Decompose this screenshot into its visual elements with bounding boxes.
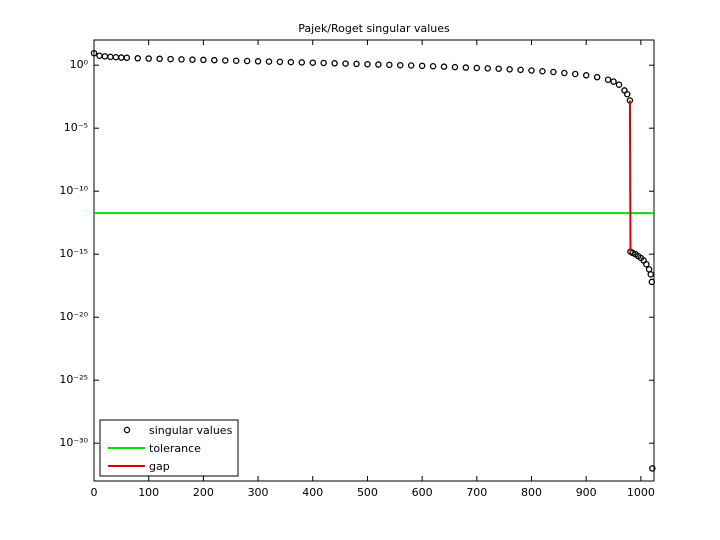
data-point bbox=[484, 65, 491, 72]
data-point bbox=[189, 56, 196, 63]
data-point bbox=[396, 61, 404, 69]
data-point bbox=[648, 278, 656, 286]
y-tick-label: 10⁻²⁰ bbox=[59, 310, 88, 323]
data-point bbox=[221, 57, 229, 64]
data-point bbox=[298, 59, 306, 66]
data-point bbox=[309, 59, 316, 66]
x-tick-label: 700 bbox=[466, 486, 487, 499]
legend-label: singular values bbox=[149, 424, 233, 437]
data-point bbox=[539, 68, 546, 75]
data-point bbox=[353, 60, 360, 68]
data-point bbox=[604, 76, 612, 83]
data-point bbox=[643, 260, 650, 268]
y-tick-label: 10⁻⁵ bbox=[64, 121, 88, 134]
y-tick-label: 10⁻¹⁵ bbox=[59, 247, 88, 260]
data-point bbox=[610, 78, 617, 85]
data-point bbox=[375, 61, 382, 68]
x-tick-label: 500 bbox=[357, 486, 378, 499]
y-tick-label: 10⁻¹⁰ bbox=[59, 184, 88, 197]
y-tick-label: 10⁻³⁰ bbox=[59, 436, 88, 449]
data-point bbox=[429, 63, 437, 70]
x-tick-label: 600 bbox=[412, 486, 433, 499]
data-point bbox=[287, 58, 295, 66]
data-point bbox=[211, 56, 218, 64]
data-point bbox=[265, 58, 273, 65]
plot-frame bbox=[93, 39, 655, 482]
data-point bbox=[90, 49, 98, 57]
data-point bbox=[364, 60, 371, 68]
data-point bbox=[232, 57, 240, 64]
y-tick-label: 10⁰ bbox=[70, 58, 89, 71]
x-tick-label: 900 bbox=[576, 486, 597, 499]
x-tick-label: 200 bbox=[193, 486, 214, 499]
data-point bbox=[506, 66, 513, 73]
data-point bbox=[254, 58, 262, 65]
data-point bbox=[386, 61, 393, 69]
data-point bbox=[440, 63, 448, 70]
data-point bbox=[495, 65, 502, 72]
data-point bbox=[167, 55, 174, 63]
data-point bbox=[473, 64, 481, 72]
data-point bbox=[331, 60, 338, 67]
legend-marker bbox=[123, 426, 131, 434]
data-point bbox=[243, 57, 251, 65]
data-point bbox=[615, 81, 623, 88]
data-point bbox=[276, 58, 284, 66]
data-point bbox=[320, 59, 327, 67]
data-point bbox=[649, 465, 656, 472]
x-tick-label: 400 bbox=[302, 486, 323, 499]
data-point bbox=[572, 70, 579, 78]
data-point bbox=[156, 55, 163, 63]
data-point bbox=[178, 56, 185, 63]
data-point bbox=[342, 60, 349, 67]
data-point bbox=[134, 55, 141, 62]
legend-label: gap bbox=[149, 460, 170, 473]
x-tick-label: 300 bbox=[248, 486, 269, 499]
data-point bbox=[593, 73, 601, 81]
data-point bbox=[145, 55, 152, 62]
legend-label: tolerance bbox=[149, 442, 201, 455]
data-point bbox=[623, 90, 631, 98]
data-point bbox=[517, 66, 524, 74]
x-tick-label: 0 bbox=[91, 486, 98, 499]
data-point bbox=[123, 54, 131, 62]
chart-title: Pajek/Roget singular values bbox=[298, 22, 450, 35]
data-point bbox=[528, 67, 535, 74]
data-point bbox=[582, 72, 590, 79]
series-line bbox=[628, 100, 632, 252]
x-tick-label: 800 bbox=[521, 486, 542, 499]
data-point bbox=[451, 63, 459, 71]
data-point bbox=[418, 62, 426, 70]
x-tick-label: 100 bbox=[138, 486, 159, 499]
y-tick-label: 10⁻²⁵ bbox=[59, 373, 88, 386]
data-point bbox=[462, 64, 470, 71]
data-point bbox=[407, 62, 415, 69]
data-point bbox=[550, 68, 557, 76]
data-point bbox=[561, 69, 568, 77]
x-tick-label: 1000 bbox=[627, 486, 655, 499]
data-point bbox=[200, 56, 207, 64]
data-point bbox=[647, 271, 654, 278]
